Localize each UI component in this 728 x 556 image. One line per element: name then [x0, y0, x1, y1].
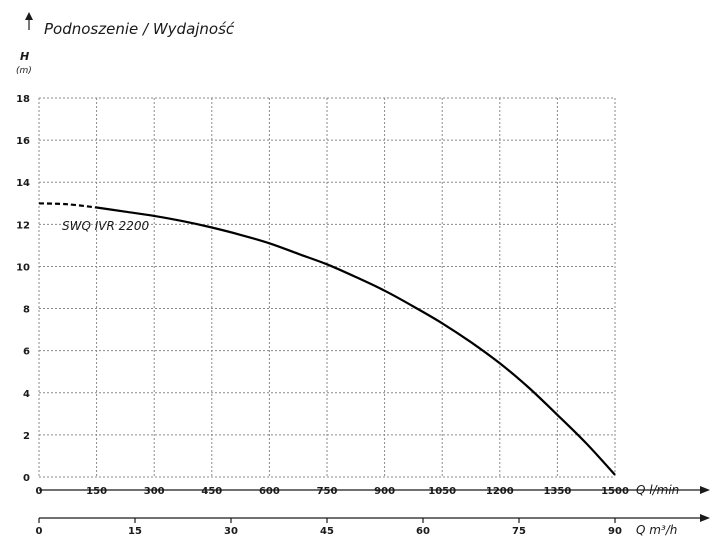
- x-tick-label: 450: [201, 486, 222, 497]
- grid: [38, 97, 616, 478]
- x2-axis-label: Q m³/h: [636, 523, 677, 537]
- y-tick-label: 16: [16, 136, 30, 147]
- x-tick-label: 1200: [486, 486, 514, 497]
- y-ticks: 0 2 4 6 8 10 12 14 16 18: [16, 94, 30, 484]
- x-tick-label: 150: [86, 486, 107, 497]
- x2-tick-label: 15: [128, 526, 142, 537]
- y-tick-label: 8: [23, 305, 30, 316]
- x-tick-label: 1050: [428, 486, 456, 497]
- x-axis-arrowhead: [700, 486, 710, 494]
- x-tick-label: 0: [36, 486, 43, 497]
- y-tick-label: 14: [16, 178, 30, 189]
- y-tick-label: 10: [16, 262, 30, 273]
- secondary-x-axis: 0 15 30 45 60 75 90: [36, 514, 710, 537]
- y-axis-label: H: [20, 50, 29, 63]
- y-tick-label: 4: [23, 389, 30, 400]
- y-axis-arrow: [25, 12, 33, 30]
- x2-tick-label: 45: [320, 526, 334, 537]
- x-tick-label: 1500: [601, 486, 629, 497]
- x2-tick-label: 75: [512, 526, 526, 537]
- x-tick-label: 300: [144, 486, 165, 497]
- y-tick-label: 12: [16, 220, 30, 231]
- x-axis-label: Q l/min: [636, 483, 679, 497]
- series-line-dashed: [38, 202, 97, 209]
- y-tick-label: 0: [23, 473, 30, 484]
- x2-tick-label: 30: [224, 526, 238, 537]
- x2-tick-label: 90: [608, 526, 622, 537]
- x2-tick-label: 60: [416, 526, 430, 537]
- y-tick-label: 2: [23, 431, 30, 442]
- x2-axis-arrowhead: [700, 514, 710, 522]
- x-tick-label: 900: [374, 486, 395, 497]
- x-ticks: 0 150 300 450 600 750 900 1050 1200 1350 1500: [36, 486, 710, 497]
- y-tick-label: 18: [16, 94, 30, 105]
- x-tick-label: 600: [259, 486, 280, 497]
- chart-title: Podnoszenie / Wydajność: [44, 20, 235, 38]
- x-tick-label: 1350: [543, 486, 571, 497]
- series-line: [96, 206, 616, 476]
- x-tick-label: 750: [317, 486, 338, 497]
- series-label: SWQ IVR 2200: [62, 219, 150, 233]
- series-curves: [38, 202, 616, 476]
- y-tick-label: 6: [23, 347, 30, 358]
- x2-tick-label: 0: [36, 526, 43, 537]
- y-axis-unit: (m): [16, 66, 32, 76]
